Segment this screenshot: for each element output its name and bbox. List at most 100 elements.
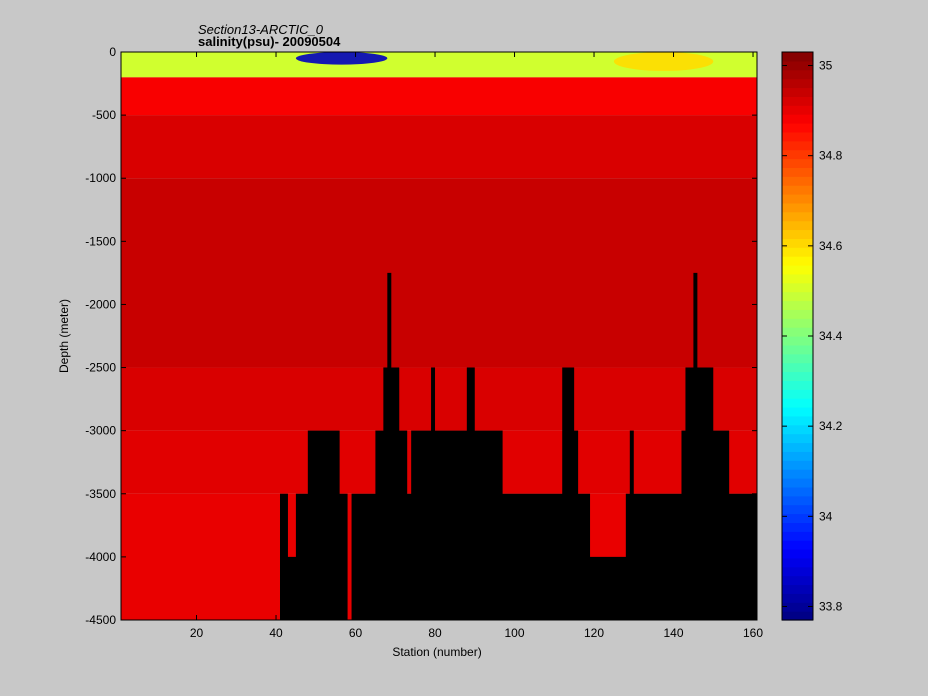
colorbar-swatch [782,123,813,133]
colorbar-swatch [782,522,813,532]
colorbar-swatch [782,566,813,577]
colorbar-swatch [782,140,813,151]
y-tick-label: 0 [109,45,116,59]
y-tick-label: -3000 [85,424,116,438]
salinity-layer [121,178,757,368]
axes: 20 40 60 80 100 120 140 160 0 -500 -1000 -1500 -2000… [85,45,763,640]
chart-subtitle: salinity(psu)- 20090504 [198,34,341,49]
colorbar-swatch [782,371,813,381]
colorbar-swatch [782,78,813,89]
colorbar-swatch [782,273,813,284]
colorbar-swatch [782,158,813,168]
colorbar-swatch [782,69,813,80]
colorbar-swatch [782,398,813,408]
salinity-layer [121,115,757,179]
colorbar-swatch [782,211,813,222]
y-tick-label: -4000 [85,550,116,564]
colorbar-swatch [782,469,813,479]
y-tick-label: -1000 [85,171,116,185]
colorbar-swatch [782,105,813,115]
y-tick-label: -3500 [85,487,116,501]
colorbar-swatch [782,513,813,523]
colorbar-tick-label: 34.8 [819,149,843,163]
colorbar-swatch [782,442,813,452]
colorbar-swatch [782,557,813,568]
colorbar-tick-label: 34.2 [819,419,843,433]
colorbar-tick-label: 33.8 [819,599,843,613]
y-tick-label: -2500 [85,361,116,375]
colorbar-swatch [782,549,813,559]
y-tick-label: -2000 [85,297,116,311]
salinity-layer [121,367,757,431]
colorbar-swatch [782,344,813,355]
x-tick-label: 120 [584,626,604,640]
x-tick-label: 20 [190,626,204,640]
colorbar-swatch [782,114,813,124]
colorbar-swatch [782,96,813,106]
colorbar-swatch [782,300,813,310]
colorbar-swatch [782,353,813,364]
colorbar-swatch [782,247,813,257]
surface-feature [613,52,714,71]
colorbar-swatch [782,194,813,204]
colorbar-swatch [782,60,813,71]
colorbar-swatch [782,52,813,62]
colorbar-swatch [782,265,813,275]
colorbar-swatch [782,602,813,612]
y-tick-label: -1500 [85,234,116,248]
plot-area [121,52,757,620]
seafloor [121,272,757,620]
y-axis-label: Depth (meter) [57,299,71,373]
colorbar-swatch [782,540,813,550]
colorbar-swatch [782,318,813,328]
colorbar-tick-label: 34.4 [819,329,843,343]
colorbar-swatch [782,176,813,186]
salinity-layer [121,77,757,116]
colorbar-swatch [782,611,813,621]
colorbar-swatch [782,362,813,373]
colorbar-swatch [782,575,813,586]
colorbar-swatch [782,380,813,390]
x-tick-label: 160 [743,626,763,640]
colorbar-tick-label: 34 [819,509,833,523]
colorbar-swatch [782,229,813,239]
colorbar-swatch [782,220,813,231]
colorbar-swatch [782,149,813,160]
colorbar-swatch [782,327,813,337]
colorbar-swatch [782,202,813,213]
colorbar: 33.8 34 34.2 34.4 34.6 34.8 35 [781,51,843,621]
colorbar-swatch [782,256,813,266]
colorbar-swatch [782,415,813,426]
x-tick-label: 80 [428,626,442,640]
colorbar-swatch [782,238,813,248]
colorbar-swatch [782,531,813,541]
colorbar-swatch [782,451,813,461]
colorbar-swatch [782,389,813,399]
colorbar-swatch [782,291,813,302]
colorbar-swatch [782,504,813,515]
colorbar-swatch [782,87,813,97]
colorbar-swatch [782,131,813,142]
colorbar-swatch [782,167,813,177]
colorbar-swatch [782,433,813,444]
colorbar-swatch [782,309,813,319]
y-tick-label: -500 [92,108,116,122]
colorbar-tick-label: 34.6 [819,239,843,253]
surface-feature [295,52,388,65]
colorbar-swatch [782,282,813,293]
chart-title: Section13-ARCTIC_0 [198,22,324,37]
x-axis-label: Station (number) [392,645,481,659]
colorbar-swatch [782,478,813,488]
colorbar-swatch [782,495,813,506]
colorbar-swatch [782,185,813,195]
plot-frame [120,51,758,621]
colorbar-swatch [782,407,813,417]
x-tick-label: 140 [664,626,684,640]
y-tick-label: -4500 [85,613,116,627]
colorbar-tick-label: 35 [819,59,833,73]
x-tick-label: 100 [505,626,525,640]
colorbar-swatch [782,336,813,346]
x-tick-label: 60 [349,626,363,640]
colorbar-swatch [782,593,813,603]
